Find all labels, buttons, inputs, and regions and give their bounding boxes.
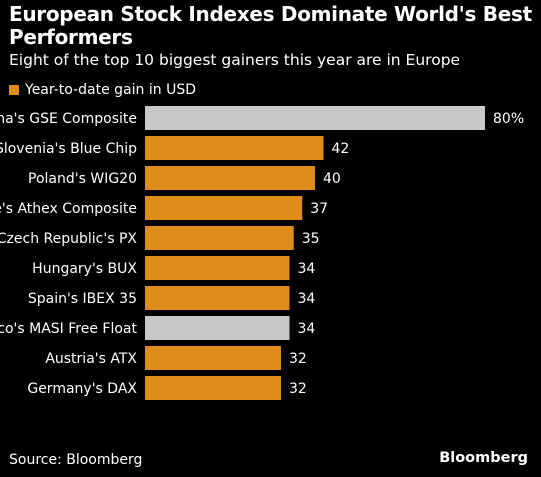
bar [145, 286, 290, 310]
category-label: Czech Republic's PX [0, 231, 137, 247]
category-label: Slovenia's Blue Chip [0, 141, 137, 157]
value-label: 35 [302, 231, 320, 247]
bar-chart: Ghana's GSE Composite 80% Slovenia's Blue … [0, 106, 524, 400]
chart-title: European Stock Indexes Dominate World's … [9, 2, 532, 49]
source-note: Source: Bloomberg [9, 452, 143, 468]
category-label: Morocco's MASI Free Float [0, 321, 138, 337]
value-label: 37 [310, 201, 328, 217]
value-label: 34 [298, 261, 316, 277]
bar [145, 346, 281, 370]
legend-label: Year-to-date gain in USD [25, 82, 196, 98]
category-label: Spain's IBEX 35 [28, 291, 137, 307]
value-label: 32 [289, 351, 307, 367]
bar [145, 226, 294, 250]
bar [145, 106, 485, 130]
bar [145, 166, 315, 190]
chart-subtitle: Eight of the top 10 biggest gainers this… [9, 51, 461, 69]
bar [145, 196, 303, 220]
bar [145, 316, 290, 340]
category-label: Germany's DAX [27, 381, 137, 397]
value-label: 34 [298, 291, 316, 307]
category-label: Hungary's BUX [32, 261, 137, 277]
value-label: 34 [298, 321, 316, 337]
bar [145, 376, 281, 400]
value-label: 40 [323, 171, 341, 187]
legend-swatch [9, 85, 19, 95]
brand-logo: Bloomberg [439, 450, 528, 466]
category-label: Austria's ATX [45, 351, 137, 367]
value-label: 42 [332, 141, 350, 157]
category-label: Poland's WIG20 [28, 171, 137, 187]
bar [145, 136, 324, 160]
legend: Year-to-date gain in USD [9, 80, 196, 100]
category-label: Ghana's GSE Composite [0, 111, 137, 127]
value-label: 80% [493, 111, 524, 127]
bar [145, 256, 290, 280]
category-label: Greece's Athex Composite [0, 201, 137, 217]
value-label: 32 [289, 381, 307, 397]
